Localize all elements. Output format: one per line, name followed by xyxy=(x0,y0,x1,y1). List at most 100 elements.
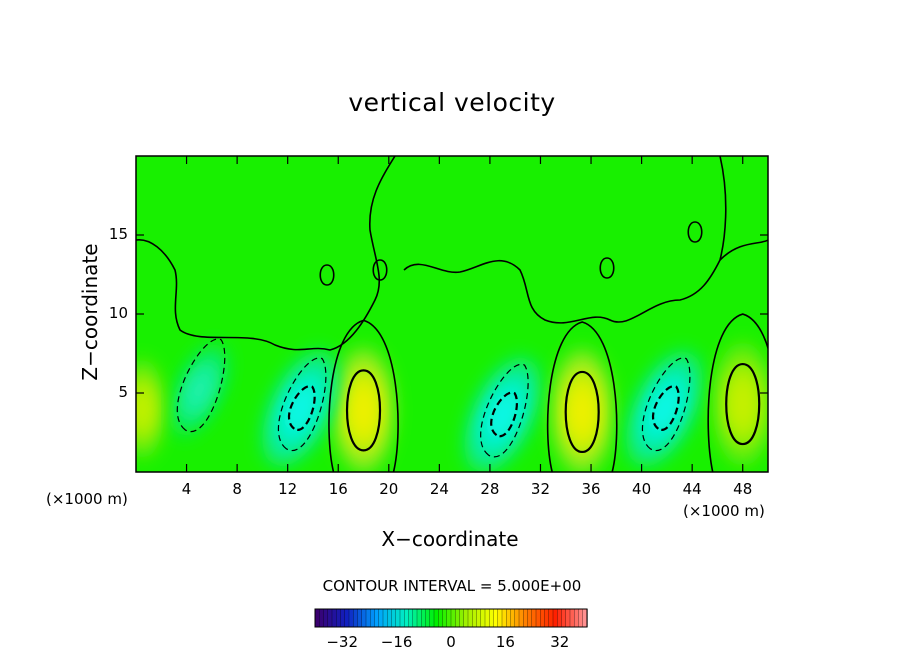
x-tick-label: 16 xyxy=(328,480,348,498)
colorbar-cell xyxy=(459,608,465,628)
chart-title: vertical velocity xyxy=(348,88,556,117)
colorbar-cell xyxy=(412,608,418,628)
x-tick-label: 32 xyxy=(530,480,551,498)
zero-contour-c xyxy=(719,239,768,261)
contour-interval-label: CONTOUR INTERVAL = 5.000E+00 xyxy=(322,577,582,595)
x-unit-label: (×1000 m) xyxy=(683,502,765,520)
colorbar-cell xyxy=(429,608,435,628)
colorbar-cell xyxy=(319,608,325,628)
downdraft-core-1-2 xyxy=(284,384,317,433)
colorbar-cell xyxy=(378,608,384,628)
colorbar-cell xyxy=(565,608,571,628)
downdraft-contour-inner-0 xyxy=(287,385,316,431)
colorbar-cell xyxy=(557,608,563,628)
closed-cell-0 xyxy=(372,259,388,281)
colorbar-cell xyxy=(548,608,554,628)
updraft-core-5-2 xyxy=(730,378,756,431)
y-tick-label: 15 xyxy=(108,225,128,243)
colorbar-cell xyxy=(336,608,342,628)
closed-cell-2 xyxy=(599,257,615,279)
colorbar-cell xyxy=(331,608,337,628)
updraft-contour-inner-0 xyxy=(345,369,382,452)
colorbar-cell xyxy=(433,608,439,628)
colorbar-cell xyxy=(574,608,580,628)
x-tick-label: 12 xyxy=(278,480,298,498)
colorbar-cell xyxy=(544,608,550,628)
colorbar-cell xyxy=(382,608,388,628)
downdraft-contour-3 xyxy=(176,338,226,433)
colorbar-tick-label: 16 xyxy=(495,633,515,651)
colorbar-tick-label: 0 xyxy=(446,633,456,651)
colorbar-tick-label: 32 xyxy=(550,633,570,651)
updraft-core-7-2 xyxy=(136,387,152,430)
downdraft-core-6-2 xyxy=(186,370,212,410)
colorbar-cell xyxy=(391,608,397,628)
updraft-contour-inner-1 xyxy=(564,370,600,454)
colorbar-cell xyxy=(421,608,427,628)
colorbar-cell xyxy=(361,608,367,628)
colorbar-tick-label: −16 xyxy=(380,633,413,651)
updraft-contour-2 xyxy=(707,313,768,472)
colorbar-cell xyxy=(408,608,414,628)
x-tick-label: 28 xyxy=(480,480,500,498)
colorbar-cell xyxy=(540,608,546,628)
x-tick-label: 48 xyxy=(733,480,753,498)
z-unit-label: (×1000 m) xyxy=(46,490,128,508)
colorbar-cell xyxy=(552,608,558,628)
colorbar-cell xyxy=(518,608,524,628)
colorbar-cell xyxy=(480,608,486,628)
colorbar-cell xyxy=(374,608,380,628)
y-tick-label: 10 xyxy=(108,304,128,322)
colorbar-cell xyxy=(493,608,499,628)
colorbar-cell xyxy=(578,608,584,628)
colorbar-cell xyxy=(561,608,567,628)
updraft-core-0-2 xyxy=(350,384,377,437)
x-tick-label: 44 xyxy=(682,480,702,498)
colorbar-cell xyxy=(340,608,346,628)
colorbar-cell xyxy=(344,608,350,628)
colorbar-cell xyxy=(501,608,507,628)
colorbar-cell xyxy=(527,608,533,628)
colorbar-cell xyxy=(569,608,575,628)
colorbar-cell xyxy=(438,608,444,628)
zero-contour-a xyxy=(136,156,396,351)
downdraft-contour-inner-1 xyxy=(490,391,518,438)
y-axis-label: Z−coordinate xyxy=(78,243,102,381)
colorbar-cell xyxy=(497,608,503,628)
colorbar-cell xyxy=(535,608,541,628)
closed-cell-1 xyxy=(687,221,703,243)
colorbar-cell xyxy=(514,608,520,628)
colorbar-cell xyxy=(484,608,490,628)
colorbar-cell xyxy=(523,608,529,628)
downdraft-contour-1 xyxy=(480,363,529,458)
colorbar-cell xyxy=(472,608,478,628)
colorbar-cell xyxy=(416,608,422,628)
x-tick-label: 4 xyxy=(181,480,192,498)
downdraft-contour-2 xyxy=(641,357,691,452)
colorbar-cell xyxy=(327,608,333,628)
x-tick-label: 40 xyxy=(632,480,652,498)
colorbar-cell xyxy=(506,608,512,628)
colorbar-cell xyxy=(387,608,393,628)
colorbar-cell xyxy=(404,608,410,628)
colorbar-cell xyxy=(365,608,371,628)
colorbar-cell xyxy=(323,608,329,628)
colorbar-cell xyxy=(446,608,452,628)
x-axis-label: X−coordinate xyxy=(381,527,519,551)
downdraft-contour-inner-2 xyxy=(651,385,680,431)
colorbar-cell xyxy=(348,608,354,628)
updraft-contour-1 xyxy=(546,321,618,472)
colorbar-cell xyxy=(357,608,363,628)
updraft-contour-inner-2 xyxy=(725,362,761,446)
colorbar-cell xyxy=(442,608,448,628)
updraft-core-3-2 xyxy=(569,385,595,438)
colorbar-cell xyxy=(425,608,431,628)
colorbar-cell xyxy=(395,608,401,628)
downdraft-core-4-2 xyxy=(648,384,681,433)
colorbar-cell xyxy=(489,608,495,628)
colorbar-cell xyxy=(510,608,516,628)
downdraft-contour-0 xyxy=(277,357,327,452)
x-tick-label: 24 xyxy=(429,480,449,498)
